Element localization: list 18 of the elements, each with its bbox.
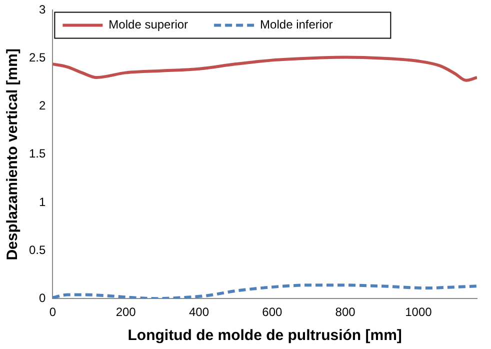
- y-tick-label: 1: [38, 194, 46, 209]
- line-series: [52, 56, 477, 82]
- y-axis-title: Desplazamiento vertical [mm]: [4, 48, 22, 260]
- y-tick-label: 3: [38, 2, 46, 17]
- y-tick-label: 1.5: [28, 146, 46, 161]
- x-tick-label: 400: [188, 305, 210, 320]
- legend-label: Molde superior: [108, 18, 188, 32]
- x-tick-label: 200: [116, 305, 136, 320]
- x-tick-label: 600: [262, 305, 282, 320]
- legend-label: Molde inferior: [260, 18, 333, 32]
- y-tick-label: 2: [38, 98, 46, 113]
- x-tick-label: 0: [49, 305, 56, 320]
- y-tick-label: 0: [38, 290, 46, 305]
- x-tick-label: 1000: [405, 305, 432, 320]
- y-tick-label: 2.5: [28, 50, 46, 65]
- y-tick-label: 0.5: [28, 242, 46, 257]
- x-tick-label: 800: [335, 305, 356, 320]
- x-axis-title: Longitud de molde de pultrusión [mm]: [128, 327, 402, 344]
